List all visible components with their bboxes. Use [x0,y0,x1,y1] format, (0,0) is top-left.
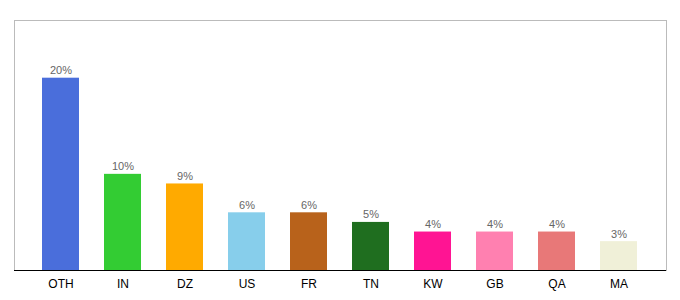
svg-text:MA: MA [610,277,628,291]
svg-text:20%: 20% [50,64,72,76]
svg-text:DZ: DZ [177,277,193,291]
svg-text:QA: QA [548,277,565,291]
svg-text:4%: 4% [425,218,441,230]
svg-text:4%: 4% [487,218,503,230]
svg-text:10%: 10% [112,160,134,172]
svg-text:TN: TN [363,277,379,291]
svg-text:6%: 6% [239,199,255,211]
svg-text:US: US [239,277,256,291]
svg-text:FR: FR [301,277,317,291]
svg-text:6%: 6% [301,199,317,211]
svg-text:9%: 9% [177,170,193,182]
svg-text:KW: KW [423,277,443,291]
svg-text:5%: 5% [363,208,379,220]
svg-text:IN: IN [117,277,129,291]
svg-text:4%: 4% [549,218,565,230]
svg-text:3%: 3% [611,228,627,240]
svg-text:OTH: OTH [48,277,73,291]
svg-text:GB: GB [486,277,503,291]
